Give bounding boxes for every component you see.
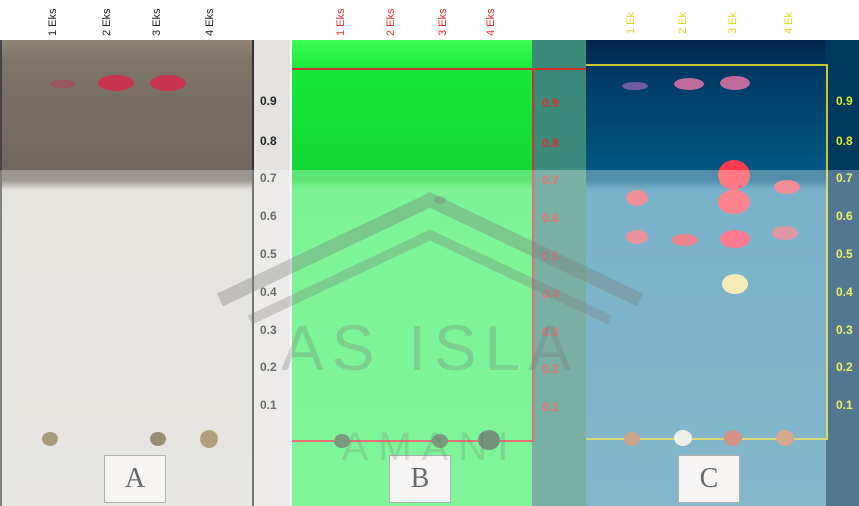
tlc-panel-c: 1 Ek 2 Ek 3 Ek 4 Ek 0.9 0.8 0.7 0.6 0.5 … bbox=[586, 0, 859, 506]
rf-tick: 0.2 bbox=[836, 360, 853, 374]
tlc-plate-a bbox=[0, 40, 256, 506]
tlc-panel-a: 1 Eks 2 Eks 3 Eks 4 Eks 0.9 0.8 0.7 0.6 … bbox=[0, 0, 290, 506]
spot bbox=[720, 230, 750, 248]
spot bbox=[150, 432, 166, 446]
spot bbox=[626, 190, 648, 206]
rf-scale-a: 0.9 0.8 0.7 0.6 0.5 0.4 0.3 0.2 0.1 bbox=[252, 40, 290, 506]
panel-letter-c: C bbox=[678, 455, 740, 503]
lane-label: 1 Eks bbox=[335, 8, 347, 36]
spot bbox=[720, 76, 750, 90]
rf-tick: 0.2 bbox=[260, 360, 277, 374]
rf-tick: 0.1 bbox=[836, 398, 853, 412]
rf-tick: 0.7 bbox=[260, 171, 277, 185]
rf-tick: 0.8 bbox=[542, 136, 559, 150]
rf-tick: 0.3 bbox=[260, 323, 277, 337]
rf-tick: 0.6 bbox=[260, 209, 277, 223]
lane-label: 4 Ek bbox=[783, 11, 795, 34]
spot bbox=[50, 80, 76, 88]
lane-label: 2 Ek bbox=[677, 11, 689, 34]
rf-tick: 0.6 bbox=[542, 211, 559, 225]
lane-label: 2 Eks bbox=[385, 8, 397, 36]
rf-tick: 0.1 bbox=[542, 400, 559, 414]
rf-tick: 0.1 bbox=[260, 398, 277, 412]
spot bbox=[624, 432, 640, 446]
panel-letter-a: A bbox=[104, 455, 166, 503]
rf-tick: 0.6 bbox=[836, 209, 853, 223]
rf-tick: 0.9 bbox=[260, 94, 277, 108]
lane-label: 4 Eks bbox=[204, 8, 216, 36]
lane-label: 1 Ek bbox=[625, 11, 637, 34]
spot bbox=[334, 434, 350, 448]
rf-tick: 0.3 bbox=[836, 323, 853, 337]
spot bbox=[772, 226, 798, 240]
spot bbox=[432, 434, 448, 448]
spot bbox=[200, 430, 218, 448]
lane-label: 2 Eks bbox=[101, 8, 113, 36]
rf-tick: 0.2 bbox=[542, 362, 559, 376]
spot bbox=[674, 78, 704, 90]
spot bbox=[150, 75, 186, 91]
panel-letter-b: B bbox=[389, 455, 451, 503]
spot bbox=[722, 274, 748, 294]
spot bbox=[776, 430, 794, 446]
lane-label: 3 Eks bbox=[151, 8, 163, 36]
rf-tick: 0.4 bbox=[542, 287, 559, 301]
rf-tick: 0.3 bbox=[542, 325, 559, 339]
spot bbox=[718, 190, 750, 214]
rf-tick: 0.9 bbox=[542, 96, 559, 110]
tlc-panel-b: 1 Eks 2 Eks 3 Eks 4 Eks 0.9 0.8 0.7 0.6 … bbox=[292, 0, 586, 506]
tlc-plate-c bbox=[586, 40, 826, 506]
spot bbox=[718, 160, 750, 190]
spot bbox=[622, 82, 648, 90]
rf-tick: 0.7 bbox=[836, 171, 853, 185]
rf-tick: 0.4 bbox=[836, 285, 853, 299]
rf-tick: 0.4 bbox=[260, 285, 277, 299]
rf-tick: 0.5 bbox=[260, 247, 277, 261]
rf-tick: 0.9 bbox=[836, 94, 853, 108]
spot bbox=[674, 430, 692, 446]
spot bbox=[42, 432, 58, 446]
rf-tick: 0.7 bbox=[542, 173, 559, 187]
rf-tick: 0.5 bbox=[836, 247, 853, 261]
spot bbox=[774, 180, 800, 194]
spot bbox=[478, 430, 500, 450]
rf-tick: 0.5 bbox=[542, 249, 559, 263]
lane-label: 3 Ek bbox=[727, 11, 739, 34]
lane-label: 1 Eks bbox=[47, 8, 59, 36]
spot bbox=[434, 196, 446, 204]
lane-label: 3 Eks bbox=[437, 8, 449, 36]
tlc-plate-b bbox=[292, 40, 532, 506]
spot bbox=[98, 75, 134, 91]
spot bbox=[724, 430, 742, 446]
rf-tick: 0.8 bbox=[260, 134, 277, 148]
spot bbox=[672, 234, 698, 246]
rf-scale-b: 0.9 0.8 0.7 0.6 0.5 0.4 0.3 0.2 0.1 bbox=[532, 40, 586, 506]
spot bbox=[626, 230, 648, 244]
lane-label: 4 Eks bbox=[485, 8, 497, 36]
rf-scale-c: 0.9 0.8 0.7 0.6 0.5 0.4 0.3 0.2 0.1 bbox=[826, 40, 859, 506]
rf-tick: 0.8 bbox=[836, 134, 853, 148]
